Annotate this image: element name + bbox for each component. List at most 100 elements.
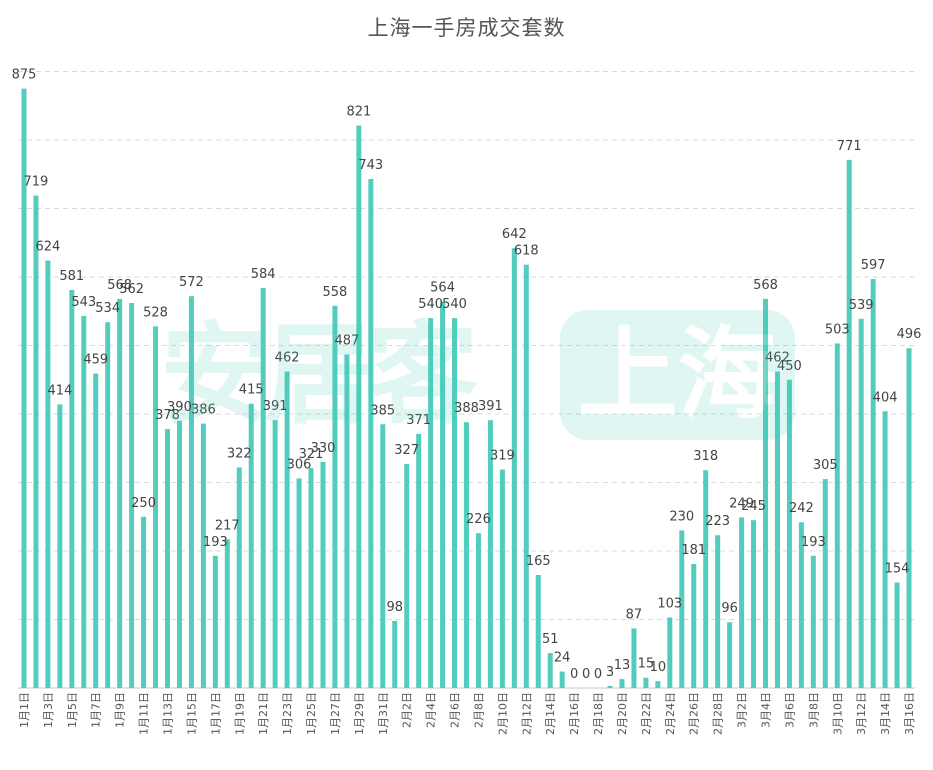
bar	[224, 539, 230, 688]
bar	[894, 582, 900, 688]
data-label: 581	[59, 269, 84, 284]
data-label: 223	[705, 514, 730, 529]
bar	[368, 179, 374, 689]
data-label: 875	[12, 68, 37, 83]
data-label: 543	[71, 295, 96, 310]
data-labels: 8757196244145815434595345685622505283783…	[12, 68, 922, 682]
x-tick-label: 2月14日	[544, 692, 557, 735]
x-tick-label: 2月16日	[568, 692, 581, 735]
bar-series	[21, 88, 912, 689]
data-label: 390	[167, 400, 192, 415]
bar	[153, 326, 159, 688]
bar	[320, 461, 326, 688]
bar	[691, 564, 697, 688]
bar	[272, 420, 278, 688]
bar	[33, 195, 39, 689]
bar	[607, 685, 613, 688]
data-label: 96	[721, 601, 738, 616]
bar	[786, 379, 792, 688]
bar	[21, 88, 27, 688]
data-label: 318	[693, 449, 718, 464]
x-tick-label: 1月5日	[66, 692, 79, 728]
bar	[715, 535, 721, 688]
bar	[416, 433, 422, 688]
data-label: 618	[514, 244, 539, 259]
x-tick-label: 3月10日	[831, 692, 844, 735]
data-label: 217	[215, 518, 240, 533]
data-label: 450	[777, 359, 802, 374]
data-label: 624	[35, 240, 60, 255]
bar	[117, 298, 123, 688]
data-label: 87	[626, 607, 643, 622]
bar	[212, 555, 218, 688]
bar	[559, 671, 565, 688]
bar	[870, 279, 876, 688]
bar	[511, 248, 517, 689]
bar	[344, 354, 350, 688]
data-label: 562	[119, 282, 144, 297]
bar	[906, 348, 912, 688]
bar	[631, 628, 637, 688]
bar	[440, 301, 446, 688]
data-label: 10	[650, 660, 667, 675]
bar	[464, 422, 469, 688]
x-tick-label: 1月21日	[257, 692, 270, 735]
bar	[643, 677, 649, 688]
data-label: 321	[299, 447, 324, 462]
bar	[284, 371, 290, 688]
bar	[882, 411, 888, 688]
data-label: 305	[813, 458, 838, 473]
data-label: 3	[606, 665, 614, 680]
bar	[499, 469, 505, 688]
data-label: 245	[741, 499, 766, 514]
data-label: 51	[542, 632, 559, 647]
data-label: 322	[227, 446, 252, 461]
bar	[523, 264, 529, 688]
data-label: 771	[837, 139, 862, 154]
x-tick-label: 1月31日	[377, 692, 390, 735]
bar	[141, 516, 147, 688]
bar	[356, 125, 362, 689]
bar	[846, 159, 852, 689]
data-label: 0	[594, 667, 602, 682]
data-label: 462	[275, 351, 300, 366]
data-label: 378	[155, 408, 180, 423]
x-tick-label: 1月9日	[114, 692, 127, 728]
data-label: 386	[191, 403, 216, 418]
data-label: 230	[669, 509, 694, 524]
x-tick-label: 3月16日	[903, 692, 916, 735]
x-tick-label: 3月12日	[855, 692, 868, 735]
data-label: 503	[825, 322, 850, 337]
bar	[452, 318, 458, 688]
x-tick-label: 1月1日	[18, 692, 31, 728]
bar	[308, 468, 314, 688]
bar	[200, 423, 206, 688]
data-label: 487	[334, 333, 359, 348]
x-tick-label: 2月6日	[449, 692, 462, 728]
data-label: 391	[478, 399, 503, 414]
bar	[798, 522, 804, 688]
x-tick-label: 3月14日	[879, 692, 892, 735]
bar	[810, 555, 816, 688]
data-label: 584	[251, 267, 276, 282]
data-label: 539	[849, 298, 874, 313]
x-tick-label: 1月27日	[329, 692, 342, 735]
x-tick-label: 2月22日	[640, 692, 653, 735]
data-label: 0	[582, 667, 590, 682]
x-tick-label: 2月10日	[496, 692, 509, 735]
x-tick-label: 1月11日	[138, 692, 151, 735]
x-tick-label: 3月4日	[760, 692, 773, 728]
data-label: 385	[370, 403, 395, 418]
data-label: 24	[554, 651, 571, 666]
x-tick-label: 1月19日	[233, 692, 246, 735]
data-label: 404	[873, 390, 898, 405]
data-label: 719	[24, 174, 49, 189]
x-tick-label: 2月28日	[712, 692, 725, 735]
bar	[176, 420, 182, 688]
bar	[188, 296, 194, 688]
bar	[69, 290, 75, 688]
data-label: 226	[466, 512, 491, 527]
data-label: 371	[406, 413, 431, 428]
data-label: 568	[107, 278, 132, 293]
